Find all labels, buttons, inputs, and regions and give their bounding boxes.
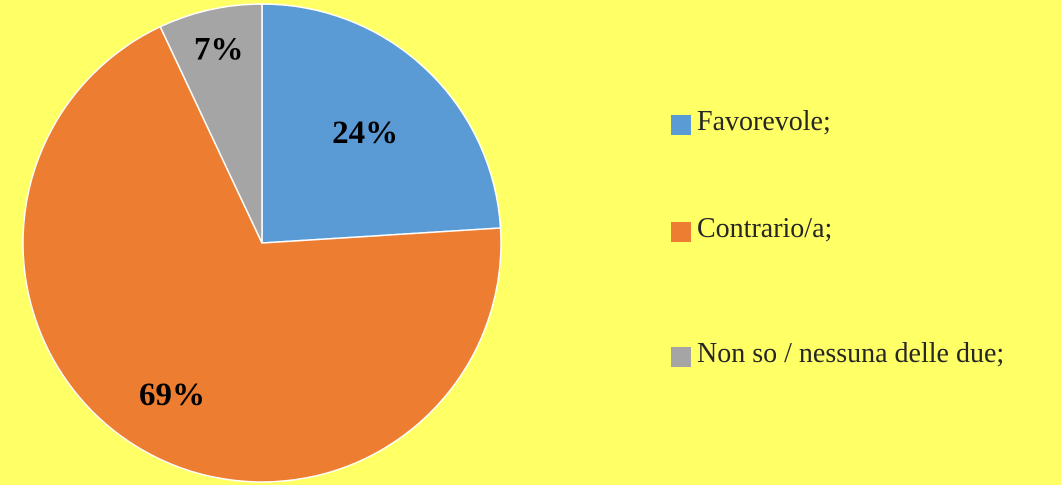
data-labels: 24% 69% 7% bbox=[139, 31, 398, 413]
pie-slice bbox=[22, 25, 502, 483]
pie-slice bbox=[159, 3, 263, 244]
legend-item-non-so: Non so / nessuna delle due; bbox=[671, 334, 1056, 374]
legend-swatch bbox=[671, 347, 691, 367]
legend-label: Favorevole; bbox=[697, 106, 831, 137]
data-label: 7% bbox=[194, 31, 244, 67]
legend: Favorevole; Contrario/a; Non so / nessun… bbox=[671, 0, 1056, 485]
legend-label: Non so / nessuna delle due; bbox=[697, 338, 1005, 369]
legend-item-contrario: Contrario/a; bbox=[671, 209, 1056, 249]
pie-slice bbox=[261, 3, 502, 244]
legend-label: Contrario/a; bbox=[697, 213, 833, 244]
legend-item-favorevole: Favorevole; bbox=[671, 102, 1056, 142]
pie-slices bbox=[22, 3, 502, 483]
legend-swatch bbox=[671, 115, 691, 135]
data-label: 69% bbox=[139, 377, 205, 413]
legend-swatch bbox=[671, 222, 691, 242]
data-label: 24% bbox=[332, 115, 398, 151]
pie-chart: 24% 69% 7% bbox=[22, 3, 502, 483]
